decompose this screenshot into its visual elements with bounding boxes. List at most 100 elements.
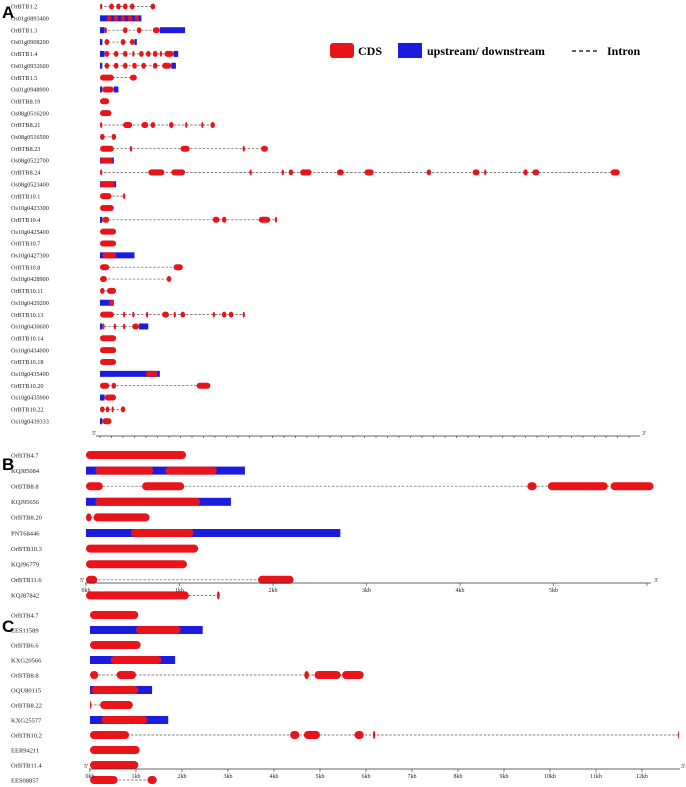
gene-label: OrBTB10.7	[11, 241, 40, 248]
gene-label: Os10g0425400	[11, 229, 49, 236]
gene-label: KQJ96779	[11, 561, 39, 568]
gene-label: OrBTB10.2	[11, 732, 42, 739]
gene-label: KQJ87842	[11, 593, 39, 600]
axis-tick-label: 4kb	[456, 588, 465, 594]
gene-label: OrBTB10.1	[11, 193, 40, 200]
cds-segment	[180, 145, 190, 152]
cds-segment	[136, 27, 142, 34]
utr-segment	[113, 86, 119, 93]
cds-segment	[139, 50, 144, 57]
panel-b: OrBTB4.7 KQJ85084 OrBTB8.8 KQJ95656 OrBTB8.2…	[11, 451, 658, 600]
gene-label: Os08g0523400	[11, 181, 49, 188]
cds-segment	[129, 3, 135, 10]
cds-segment	[527, 482, 537, 491]
utr-segment	[100, 370, 160, 377]
cds-segment	[100, 169, 103, 176]
gene-label: OrBTB10.22	[11, 407, 43, 414]
axis-5prime-label: 5'	[92, 431, 96, 437]
cds-segment	[120, 15, 126, 22]
cds-segment	[86, 575, 98, 584]
legend-cds-label: CDS	[358, 44, 382, 58]
utr-segment	[134, 39, 137, 46]
cds-segment	[104, 27, 107, 34]
cds-segment	[132, 50, 135, 57]
cds-segment	[109, 299, 114, 306]
panel-a: OrBTB1.2 Os01g0893400 OrBTB1.3 Os01g0908200…	[11, 3, 646, 438]
gene-row: KXG20566	[11, 656, 176, 664]
gene-row: EES11589	[11, 626, 203, 634]
gene-row: OrBTB1.3	[11, 27, 186, 34]
cds-segment	[106, 287, 117, 294]
cds-segment	[113, 62, 119, 69]
cds-segment	[146, 311, 149, 318]
legend-intron-label: Intron	[607, 44, 640, 58]
cds-segment	[90, 701, 92, 709]
cds-segment	[120, 406, 126, 413]
gene-label: Os10g0430600	[11, 324, 49, 331]
gene-row: Os08g0516500	[11, 133, 117, 141]
cds-segment	[173, 311, 176, 318]
cds-segment	[102, 323, 105, 330]
cds-segment	[132, 311, 135, 318]
panel-c: OrBTB4.7 EES11589 OrBTB6.6 KXG20566 OrBTB8.8…	[11, 611, 685, 784]
cds-segment	[100, 98, 110, 105]
utr-segment	[100, 62, 103, 69]
cds-segment	[109, 3, 114, 10]
gene-label: OrBTB11.4	[11, 762, 42, 769]
gene-row: OrBTB4.7	[11, 451, 187, 459]
gene-row: Os10g0435900	[11, 394, 117, 402]
legend-cds-swatch	[330, 43, 354, 58]
axis-5prime-label: 5'	[84, 764, 88, 770]
cds-segment	[212, 216, 220, 223]
axis-5prime-label: 5'	[80, 578, 84, 584]
gene-row: OrBTB10.11	[11, 287, 117, 295]
cds-segment	[547, 482, 608, 491]
cds-segment	[104, 394, 117, 401]
cds-segment	[111, 133, 117, 140]
cds-segment	[104, 39, 110, 46]
cds-segment	[90, 761, 139, 769]
cds-segment	[677, 731, 679, 739]
gene-row: Os01g0948900	[11, 86, 119, 94]
utr-segment	[100, 394, 105, 401]
cds-segment	[142, 482, 185, 491]
axis-tick-label: 0kb	[86, 774, 95, 780]
panel-letter-b: B	[2, 455, 14, 474]
gene-row: Os10g0429200	[11, 299, 114, 307]
gene-label: OrBTB10.11	[11, 288, 43, 295]
cds-segment	[242, 311, 245, 318]
cds-segment	[90, 611, 139, 619]
cds-segment	[281, 169, 284, 176]
cds-segment	[180, 311, 186, 318]
cds-segment	[100, 335, 117, 342]
cds-segment	[523, 169, 528, 176]
axis-tick-label: 5kb	[549, 588, 558, 594]
cds-segment	[111, 406, 114, 413]
cds-segment	[258, 216, 271, 223]
cds-segment	[152, 62, 158, 69]
cds-segment	[228, 311, 234, 318]
gene-label: OrBTB8.8	[11, 672, 39, 679]
cds-segment	[100, 122, 103, 128]
gene-row: Os10g0425400	[11, 228, 117, 236]
gene-label: Os01g0932600	[11, 63, 49, 70]
gene-row: OrBTB10.7	[11, 240, 117, 248]
gene-label: Os08g0516200	[11, 110, 49, 117]
cds-segment	[610, 482, 654, 491]
cds-segment	[100, 382, 110, 389]
gene-row: Os10g0439333	[11, 418, 112, 425]
axis-tick-label: 2kb	[269, 588, 278, 594]
cds-segment	[136, 626, 181, 634]
cds-segment	[212, 311, 215, 318]
cds-segment	[116, 3, 121, 10]
cds-segment	[100, 347, 117, 354]
cds-segment	[185, 122, 188, 128]
cds-segment	[147, 776, 157, 784]
cds-segment	[100, 276, 107, 283]
cds-segment	[162, 311, 169, 318]
gene-row: OrBTB8.24	[11, 169, 620, 177]
axis-tick-label: 10kb	[544, 774, 556, 780]
cds-segment	[303, 731, 320, 739]
gene-row: Os01g0893400	[11, 15, 142, 23]
cds-segment	[210, 122, 215, 128]
